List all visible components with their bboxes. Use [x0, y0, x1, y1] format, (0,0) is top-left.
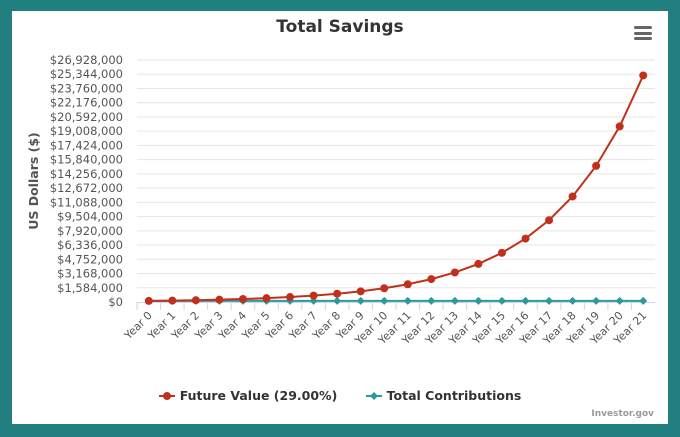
future-value-point — [474, 259, 483, 268]
y-axis-title: US Dollars ($) — [26, 132, 41, 230]
y-tick-label: $17,424,000 — [50, 138, 123, 152]
contribution-point — [615, 296, 624, 305]
contribution-point — [592, 296, 601, 305]
future-value-point — [403, 280, 412, 289]
circle-marker-icon — [158, 391, 175, 400]
legend-item-total-contributions[interactable]: Total Contributions — [365, 388, 522, 403]
y-tick-label: $25,344,000 — [50, 67, 123, 81]
y-tick-label: $19,008,000 — [50, 124, 123, 138]
y-tick-label: $3,168,000 — [57, 267, 123, 281]
y-tick-label: $22,176,000 — [50, 96, 123, 110]
future-value-point — [286, 293, 295, 302]
future-value-point — [356, 287, 365, 296]
future-value-point — [144, 296, 153, 305]
future-value-point — [380, 284, 389, 293]
y-tick-label: $7,920,000 — [57, 224, 123, 238]
future-value-point — [639, 71, 648, 80]
legend: Future Value (29.00%) Total Contribution… — [0, 388, 680, 404]
future-value-point — [592, 161, 601, 170]
future-value-point — [545, 216, 554, 225]
diamond-marker-icon — [365, 391, 382, 400]
series-line-0 — [148, 75, 645, 302]
y-tick-label: $9,504,000 — [57, 210, 123, 224]
future-value-point — [309, 291, 318, 300]
contribution-point — [474, 296, 483, 305]
contribution-point — [333, 296, 342, 305]
credit-link[interactable]: Investor.gov — [591, 409, 654, 419]
future-value-point — [450, 268, 459, 277]
y-tick-label: $4,752,000 — [57, 252, 123, 266]
chart-card — [12, 11, 668, 424]
future-value-point — [168, 296, 177, 305]
y-tick-label: $20,592,000 — [50, 110, 123, 124]
legend-label: Future Value (29.00%) — [179, 388, 338, 403]
contribution-point — [356, 296, 365, 305]
future-value-point — [615, 122, 624, 131]
y-tick-label: $14,256,000 — [50, 167, 123, 181]
contribution-point — [521, 296, 530, 305]
future-value-point — [497, 248, 506, 257]
legend-label: Total Contributions — [386, 388, 522, 403]
future-value-point — [521, 234, 530, 243]
y-tick-label: $26,928,000 — [50, 53, 123, 67]
y-tick-label: $0 — [108, 295, 123, 309]
hamburger-menu-icon[interactable] — [634, 26, 652, 40]
y-tick-label: $6,336,000 — [57, 238, 123, 252]
contribution-point — [403, 296, 412, 305]
contribution-point — [639, 296, 648, 305]
y-tick-label: $15,840,000 — [50, 153, 123, 167]
contribution-point — [450, 296, 459, 305]
future-value-point — [191, 296, 200, 305]
future-value-point — [427, 275, 436, 284]
future-value-point — [215, 295, 224, 304]
contribution-point — [497, 296, 506, 305]
contribution-point — [380, 296, 389, 305]
future-value-point — [262, 294, 271, 303]
chart-title: Total Savings — [276, 17, 404, 37]
contribution-point — [427, 296, 436, 305]
y-tick-label: $23,760,000 — [50, 81, 123, 95]
y-tick-label: $12,672,000 — [50, 181, 123, 195]
contribution-point — [568, 296, 577, 305]
y-tick-label: $11,088,000 — [50, 195, 123, 209]
future-value-point — [238, 295, 247, 304]
future-value-point — [568, 192, 577, 201]
y-tick-label: $1,584,000 — [57, 281, 123, 295]
future-value-point — [333, 289, 342, 298]
legend-item-future-value[interactable]: Future Value (29.00%) — [158, 388, 338, 403]
contribution-point — [545, 296, 554, 305]
